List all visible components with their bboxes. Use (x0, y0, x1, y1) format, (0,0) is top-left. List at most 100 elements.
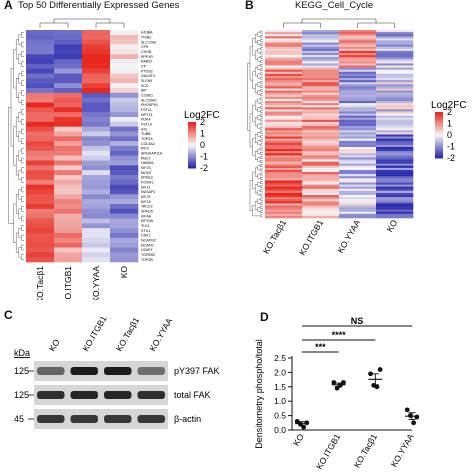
heatmap-cell (26, 83, 55, 89)
heatmap-cell (26, 30, 55, 36)
heatmap-cell (265, 32, 303, 35)
heatmap-cell (265, 172, 303, 175)
heatmap-cell (26, 208, 55, 214)
heatmap-cell (26, 213, 55, 219)
dendrogram-branch (21, 70, 24, 77)
heatmap-cell (265, 117, 303, 121)
heatmap-cell (82, 117, 111, 123)
heatmap-cell (26, 54, 55, 60)
heatmap-cell (110, 92, 139, 98)
heatmap-cell (265, 88, 303, 91)
heatmap-cell (82, 257, 111, 263)
heatmap-cell (26, 194, 55, 200)
panel-b-legend-tick: 2 (447, 107, 452, 117)
heatmap-cell (82, 102, 111, 108)
gene-label: ITGB1 (141, 35, 151, 39)
heatmap-cell (339, 159, 377, 162)
heatmap-cell (339, 155, 377, 158)
heatmap-cell (265, 157, 303, 160)
heatmap-cell (265, 199, 303, 202)
heatmap-cell (110, 160, 139, 166)
heatmap-cell (265, 205, 303, 208)
blot-band (104, 415, 132, 423)
heatmap-cell (82, 34, 111, 40)
heatmap-cell (54, 30, 83, 36)
heatmap-cell (26, 175, 55, 181)
heatmap-cell (376, 203, 414, 206)
panel-a-legend-tick: 0 (200, 140, 205, 150)
heatmap-cell (376, 136, 414, 139)
y-tick-label: 1.5 (274, 382, 286, 392)
panel-a-legend-swatch (188, 143, 196, 146)
heatmap-cell (265, 190, 303, 194)
heatmap-cell (339, 182, 377, 185)
dendrogram-branch (260, 143, 263, 147)
gene-label: TGFBR2 (141, 253, 155, 257)
heatmap-cell (302, 46, 340, 50)
dendrogram-branch (260, 64, 263, 67)
dendrogram-branch (13, 126, 17, 166)
heatmap-cell (54, 228, 83, 234)
lane-label: KO (47, 337, 62, 353)
heatmap-cell (339, 190, 377, 194)
heatmap-cell (339, 42, 377, 45)
heatmap-cell (110, 44, 139, 50)
heatmap-cell (339, 78, 377, 81)
heatmap-cell (82, 88, 111, 94)
heatmap-cell (82, 63, 111, 69)
heatmap-cell (302, 124, 340, 127)
heatmap-cell (376, 86, 414, 89)
heatmap-cell (265, 61, 303, 64)
heatmap-cell (110, 102, 139, 108)
heatmap-cell (110, 112, 139, 118)
heatmap-cell (54, 117, 83, 123)
heatmap-cell (82, 112, 111, 118)
kda-label: kDa (14, 348, 30, 358)
heatmap-cell (82, 194, 111, 200)
column-label: KO.ITGB1 (297, 218, 325, 257)
heatmap-cell (376, 92, 414, 96)
heatmap-cell (265, 180, 303, 183)
heatmap-cell (110, 170, 139, 176)
heatmap-cell (110, 126, 139, 132)
heatmap-cell (339, 109, 377, 112)
gene-label: PBC1 (141, 156, 150, 160)
heatmap-cell (339, 103, 377, 106)
dendrogram-branch (16, 39, 19, 60)
heatmap-cell (265, 151, 303, 154)
heatmap-cell (376, 209, 414, 213)
dendrogram-branch (260, 135, 263, 138)
heatmap-cell (265, 188, 303, 192)
heatmap-cell (376, 151, 414, 154)
heatmap-cell (376, 124, 414, 127)
heatmap-cell (54, 83, 83, 89)
dendrogram-branch (260, 164, 263, 168)
heatmap-cell (82, 44, 111, 50)
panel-a-legend-title: Log2FC (184, 110, 220, 121)
heatmap-cell (376, 126, 414, 129)
heatmap-cell (54, 136, 83, 142)
heatmap-cell (339, 92, 377, 96)
heatmap-cell (302, 144, 340, 148)
heatmap-cell (54, 107, 83, 113)
heatmap-cell (82, 223, 111, 229)
y-tick-label: 0.0 (274, 425, 286, 435)
heatmap-cell (265, 113, 303, 116)
heatmap-cell (376, 205, 414, 208)
heatmap-cell (110, 117, 139, 123)
gene-label: TACC3 (141, 205, 153, 209)
panel-a-legend-swatch (188, 127, 196, 131)
heatmap-cell (302, 42, 340, 45)
heatmap-cell (26, 136, 55, 142)
heatmap-cell (82, 59, 111, 65)
heatmap-cell (339, 34, 377, 37)
dendrogram-branch (18, 53, 22, 65)
heatmap-cell (376, 178, 414, 181)
heatmap-cell (339, 75, 377, 79)
heatmap-cell (82, 189, 111, 195)
heatmap-cell (302, 52, 340, 56)
heatmap-cell (54, 68, 83, 74)
heatmap-cell (265, 155, 303, 158)
dendrogram-branch (255, 67, 258, 77)
